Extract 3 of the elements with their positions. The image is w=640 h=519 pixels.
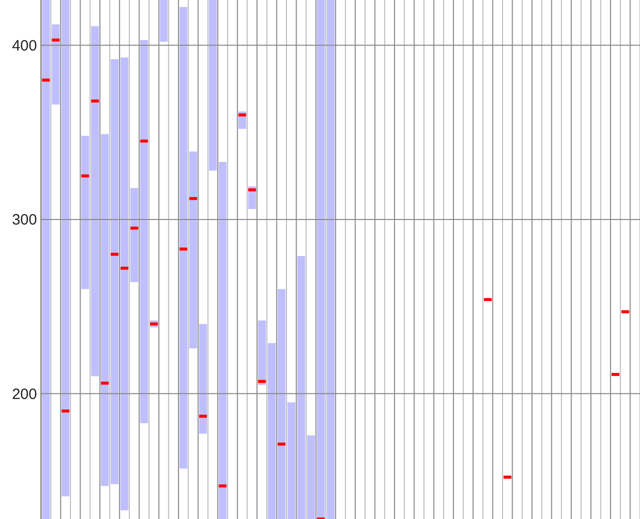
y-tick-label: 300: [12, 212, 37, 229]
y-tick-label: 400: [12, 38, 37, 55]
y-tick-label: 200: [12, 386, 37, 403]
